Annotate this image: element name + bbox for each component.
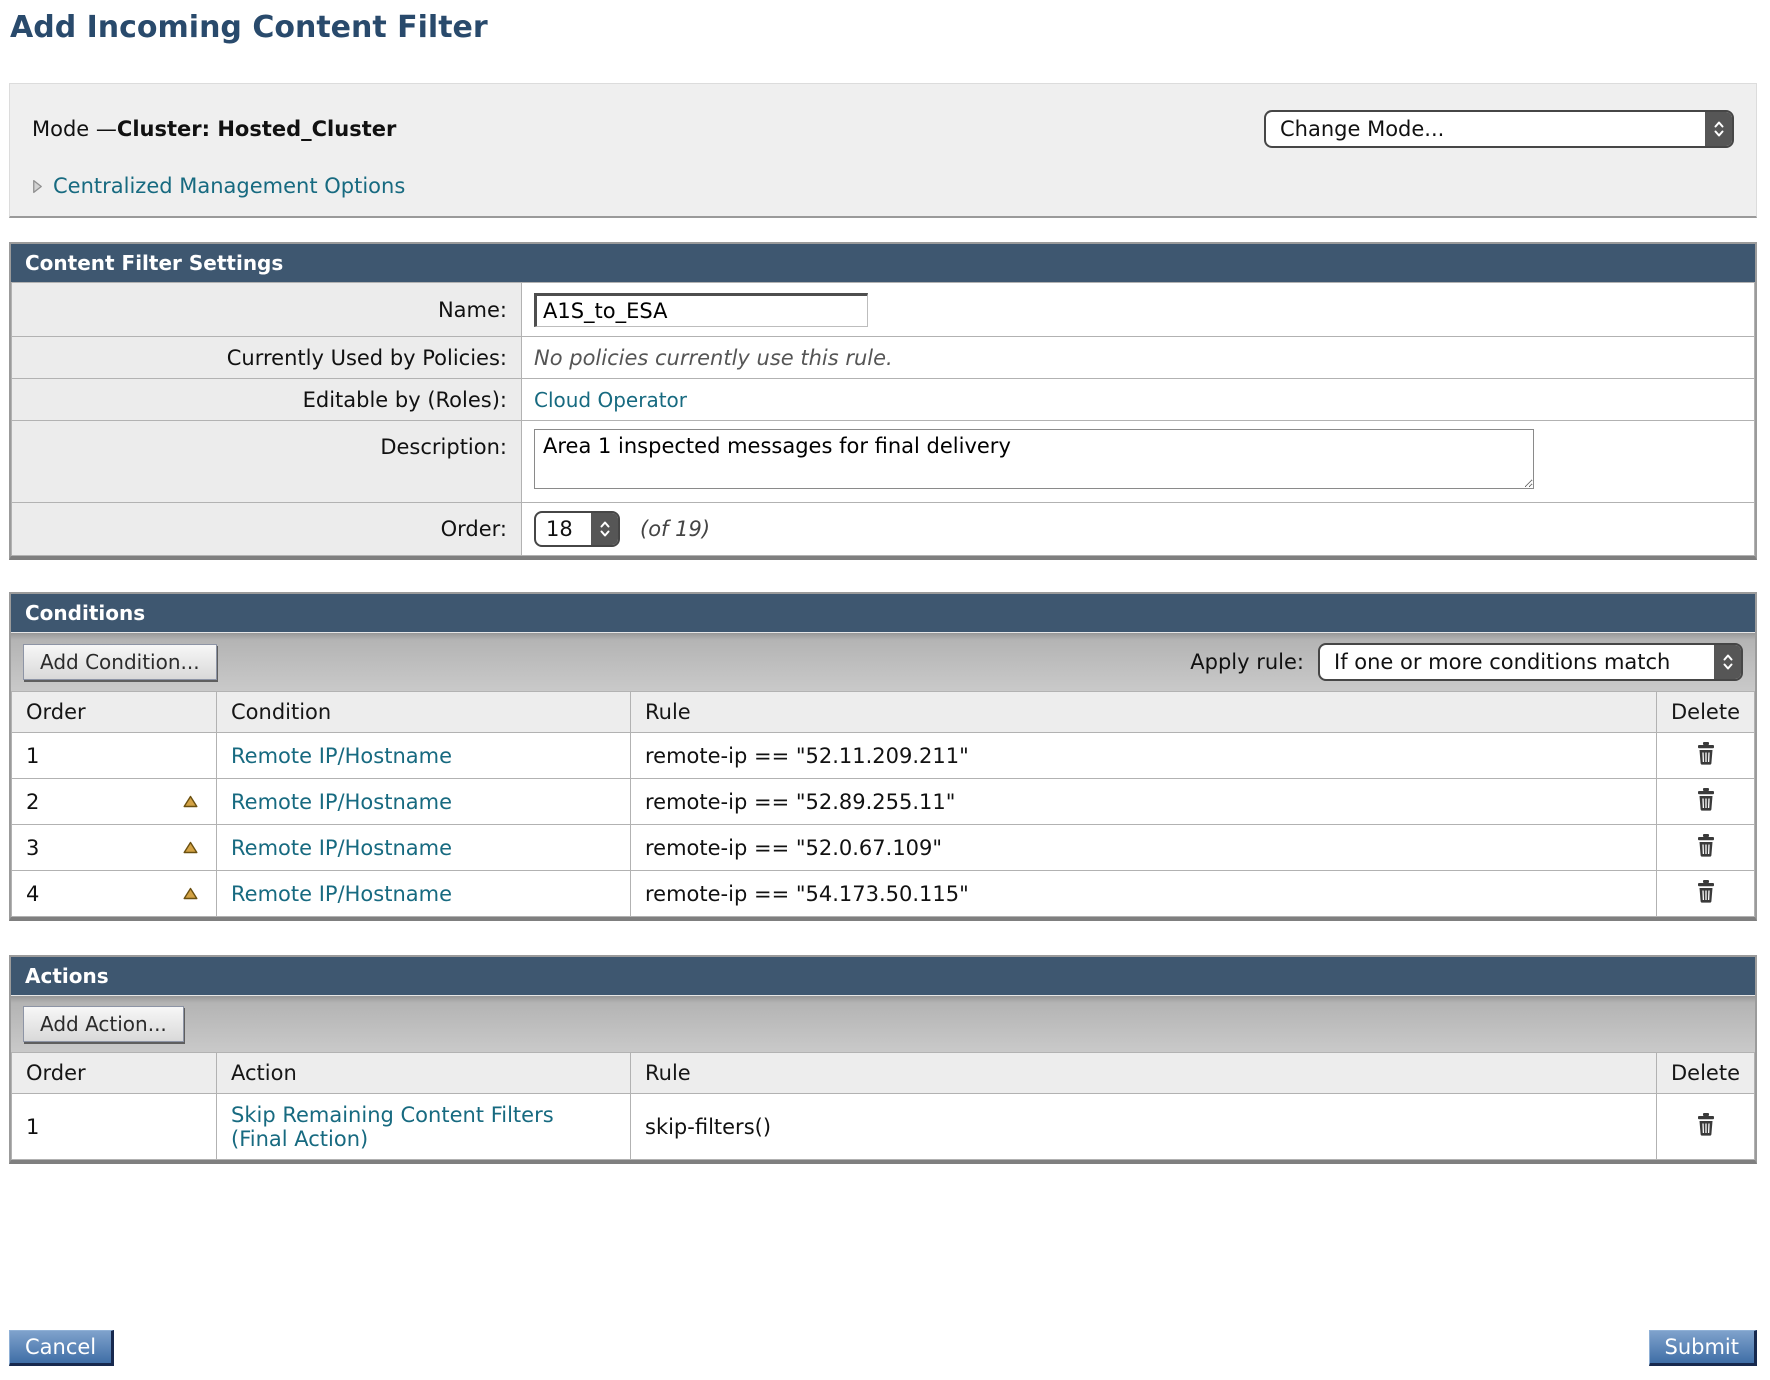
- condition-order: 4: [26, 882, 39, 906]
- settings-section-header: Content Filter Settings: [11, 244, 1755, 282]
- column-header-rule: Rule: [631, 1053, 1657, 1094]
- condition-order: 3: [26, 836, 39, 860]
- column-header-condition: Condition: [217, 692, 631, 733]
- settings-row-order: Order: 18 (of 19): [12, 503, 1755, 556]
- condition-link[interactable]: Remote IP/Hostname: [231, 882, 452, 906]
- apply-rule-select[interactable]: If one or more conditions match: [1318, 643, 1743, 681]
- condition-row: 3 Remote IP/Hostname remote-ip == "52.0.…: [12, 825, 1755, 871]
- mode-text: Mode —Cluster: Hosted_Cluster: [32, 117, 396, 141]
- action-row: 1 Skip Remaining Content Filters (Final …: [12, 1094, 1755, 1160]
- order-select[interactable]: 18: [534, 511, 620, 547]
- delete-condition-icon[interactable]: [1695, 741, 1717, 765]
- order-label: Order:: [12, 503, 522, 556]
- mode-label: Mode —: [32, 117, 117, 141]
- condition-rule: remote-ip == "54.173.50.115": [631, 871, 1657, 917]
- move-up-icon[interactable]: [183, 795, 198, 808]
- conditions-section: Conditions Add Condition... Apply rule: …: [9, 592, 1757, 921]
- cancel-button[interactable]: Cancel: [9, 1330, 114, 1366]
- policies-label: Currently Used by Policies:: [12, 337, 522, 379]
- actions-section: Actions Add Action... Order Action Rule …: [9, 955, 1757, 1164]
- actions-section-header: Actions: [11, 957, 1755, 995]
- mode-box: Mode —Cluster: Hosted_Cluster Change Mod…: [9, 83, 1757, 218]
- settings-row-editable: Editable by (Roles): Cloud Operator: [12, 379, 1755, 421]
- select-spinner-icon: [591, 513, 618, 545]
- footer: Cancel Submit: [9, 1330, 1757, 1366]
- delete-action-icon[interactable]: [1695, 1112, 1717, 1136]
- mode-value: Cluster: Hosted_Cluster: [117, 117, 396, 141]
- editable-roles-link[interactable]: Cloud Operator: [534, 388, 687, 412]
- move-up-icon[interactable]: [183, 841, 198, 854]
- move-up-icon[interactable]: [183, 887, 198, 900]
- name-input[interactable]: [534, 293, 868, 327]
- content-filter-settings-section: Content Filter Settings Name: Currently …: [9, 242, 1757, 560]
- description-textarea[interactable]: Area 1 inspected messages for final deli…: [534, 429, 1534, 489]
- settings-row-policies: Currently Used by Policies: No policies …: [12, 337, 1755, 379]
- action-order: 1: [26, 1115, 39, 1139]
- conditions-toolbar: Add Condition... Apply rule: If one or m…: [11, 632, 1755, 691]
- apply-rule-label: Apply rule:: [1190, 650, 1304, 674]
- column-header-delete: Delete: [1657, 692, 1755, 733]
- condition-link[interactable]: Remote IP/Hostname: [231, 836, 452, 860]
- apply-rule-select-value: If one or more conditions match: [1320, 645, 1714, 679]
- change-mode-select-value: Change Mode...: [1266, 112, 1705, 146]
- condition-row: 4 Remote IP/Hostname remote-ip == "54.17…: [12, 871, 1755, 917]
- condition-rule: remote-ip == "52.11.209.211": [631, 733, 1657, 779]
- column-header-action: Action: [217, 1053, 631, 1094]
- condition-row: 2 Remote IP/Hostname remote-ip == "52.89…: [12, 779, 1755, 825]
- select-spinner-icon: [1714, 645, 1741, 679]
- name-label: Name:: [12, 283, 522, 337]
- column-header-delete: Delete: [1657, 1053, 1755, 1094]
- conditions-header-row: Order Condition Rule Delete: [12, 692, 1755, 733]
- order-of-total: (of 19): [640, 517, 710, 541]
- centralized-management-options-link[interactable]: Centralized Management Options: [53, 174, 405, 198]
- condition-rule: remote-ip == "52.0.67.109": [631, 825, 1657, 871]
- settings-row-name: Name:: [12, 283, 1755, 337]
- condition-order: 1: [26, 744, 39, 768]
- policies-value: No policies currently use this rule.: [534, 346, 893, 370]
- page-title: Add Incoming Content Filter: [10, 10, 1760, 45]
- editable-label: Editable by (Roles):: [12, 379, 522, 421]
- change-mode-select[interactable]: Change Mode...: [1264, 110, 1734, 148]
- column-header-order: Order: [12, 1053, 217, 1094]
- condition-row: 1 Remote IP/Hostname remote-ip == "52.11…: [12, 733, 1755, 779]
- actions-toolbar: Add Action...: [11, 995, 1755, 1052]
- actions-header-row: Order Action Rule Delete: [12, 1053, 1755, 1094]
- expand-triangle-icon[interactable]: [32, 179, 43, 194]
- condition-rule: remote-ip == "52.89.255.11": [631, 779, 1657, 825]
- delete-condition-icon[interactable]: [1695, 879, 1717, 903]
- select-spinner-icon: [1705, 112, 1732, 146]
- add-action-button[interactable]: Add Action...: [23, 1006, 184, 1042]
- add-condition-button[interactable]: Add Condition...: [23, 644, 217, 680]
- column-header-rule: Rule: [631, 692, 1657, 733]
- submit-button[interactable]: Submit: [1649, 1330, 1758, 1366]
- condition-link[interactable]: Remote IP/Hostname: [231, 744, 452, 768]
- conditions-section-header: Conditions: [11, 594, 1755, 632]
- action-rule: skip-filters(): [631, 1094, 1657, 1160]
- delete-condition-icon[interactable]: [1695, 787, 1717, 811]
- order-select-value: 18: [536, 513, 591, 545]
- delete-condition-icon[interactable]: [1695, 833, 1717, 857]
- column-header-order: Order: [12, 692, 217, 733]
- condition-order: 2: [26, 790, 39, 814]
- settings-row-description: Description: Area 1 inspected messages f…: [12, 421, 1755, 503]
- condition-link[interactable]: Remote IP/Hostname: [231, 790, 452, 814]
- description-label: Description:: [12, 421, 522, 503]
- action-link[interactable]: Skip Remaining Content Filters (Final Ac…: [231, 1103, 554, 1151]
